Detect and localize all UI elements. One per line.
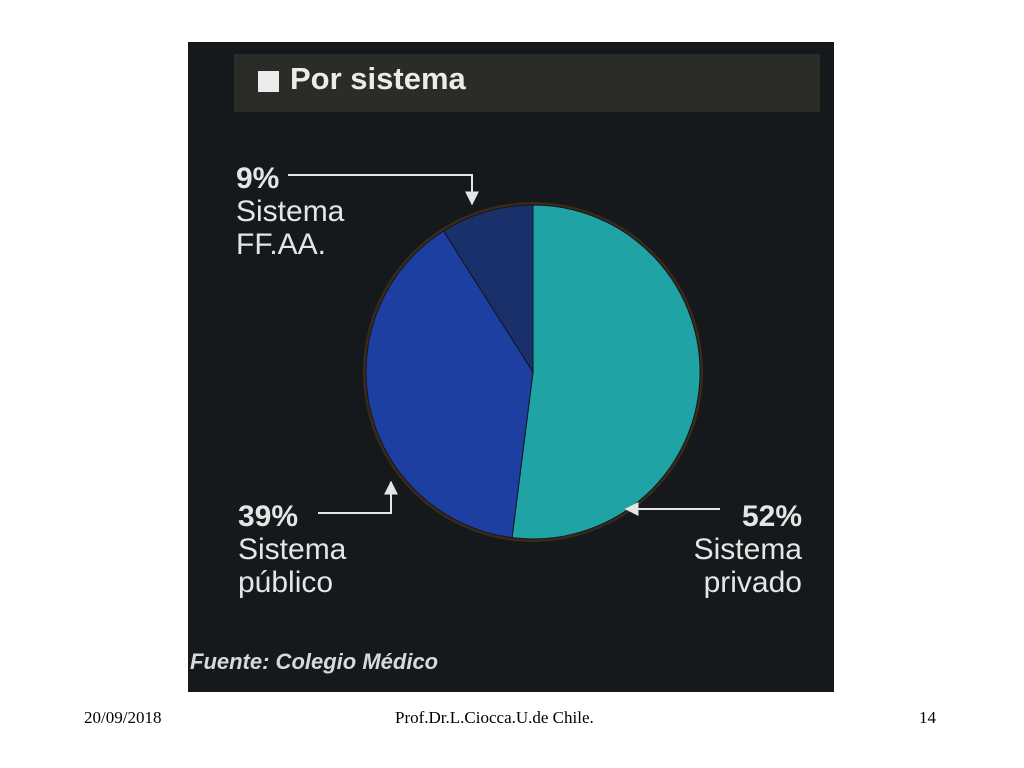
slice-name-ffaa-line2: FF.AA. xyxy=(236,228,327,261)
pie-slice-3 xyxy=(442,204,534,374)
slice-name-ffaa-line1: Sistema xyxy=(236,195,345,228)
slice-name-publico-line1: Sistema xyxy=(238,533,347,566)
chart-figure: Por sistema 9% Sistema FF.AA. 39% Sistem… xyxy=(188,42,834,692)
slice-name-privado-line2: privado xyxy=(703,566,802,599)
slice-name-privado-line1: Sistema xyxy=(693,533,802,566)
slice-label-publico: 39% Sistema público xyxy=(238,500,346,599)
pie-slice-2 xyxy=(365,230,534,539)
pie-slice-1 xyxy=(511,204,701,540)
footer-author: Prof.Dr.L.Ciocca.U.de Chile. xyxy=(395,708,594,727)
slice-name-publico-line2: público xyxy=(238,566,334,599)
slice-percent-publico: 39% xyxy=(238,500,299,533)
slice-label-privado: 52% Sistema privado xyxy=(694,500,802,599)
pie-chart xyxy=(288,174,720,542)
chart-title-bar: Por sistema xyxy=(234,54,820,112)
chart-title: Por sistema xyxy=(290,61,466,96)
slice-label-ffaa: 9% Sistema FF.AA. xyxy=(236,162,344,261)
footer-page-number: 14 xyxy=(919,708,936,727)
footer-date: 20/09/2018 xyxy=(84,708,162,727)
chart-source: Fuente: Colegio Médico xyxy=(190,649,439,674)
slice-percent-ffaa: 9% xyxy=(236,162,280,195)
arrow-ffaa xyxy=(288,174,479,206)
arrow-publico xyxy=(318,480,398,514)
slice-percent-privado: 52% xyxy=(741,500,802,533)
pie-slices xyxy=(365,204,701,540)
title-square-icon xyxy=(258,71,279,92)
